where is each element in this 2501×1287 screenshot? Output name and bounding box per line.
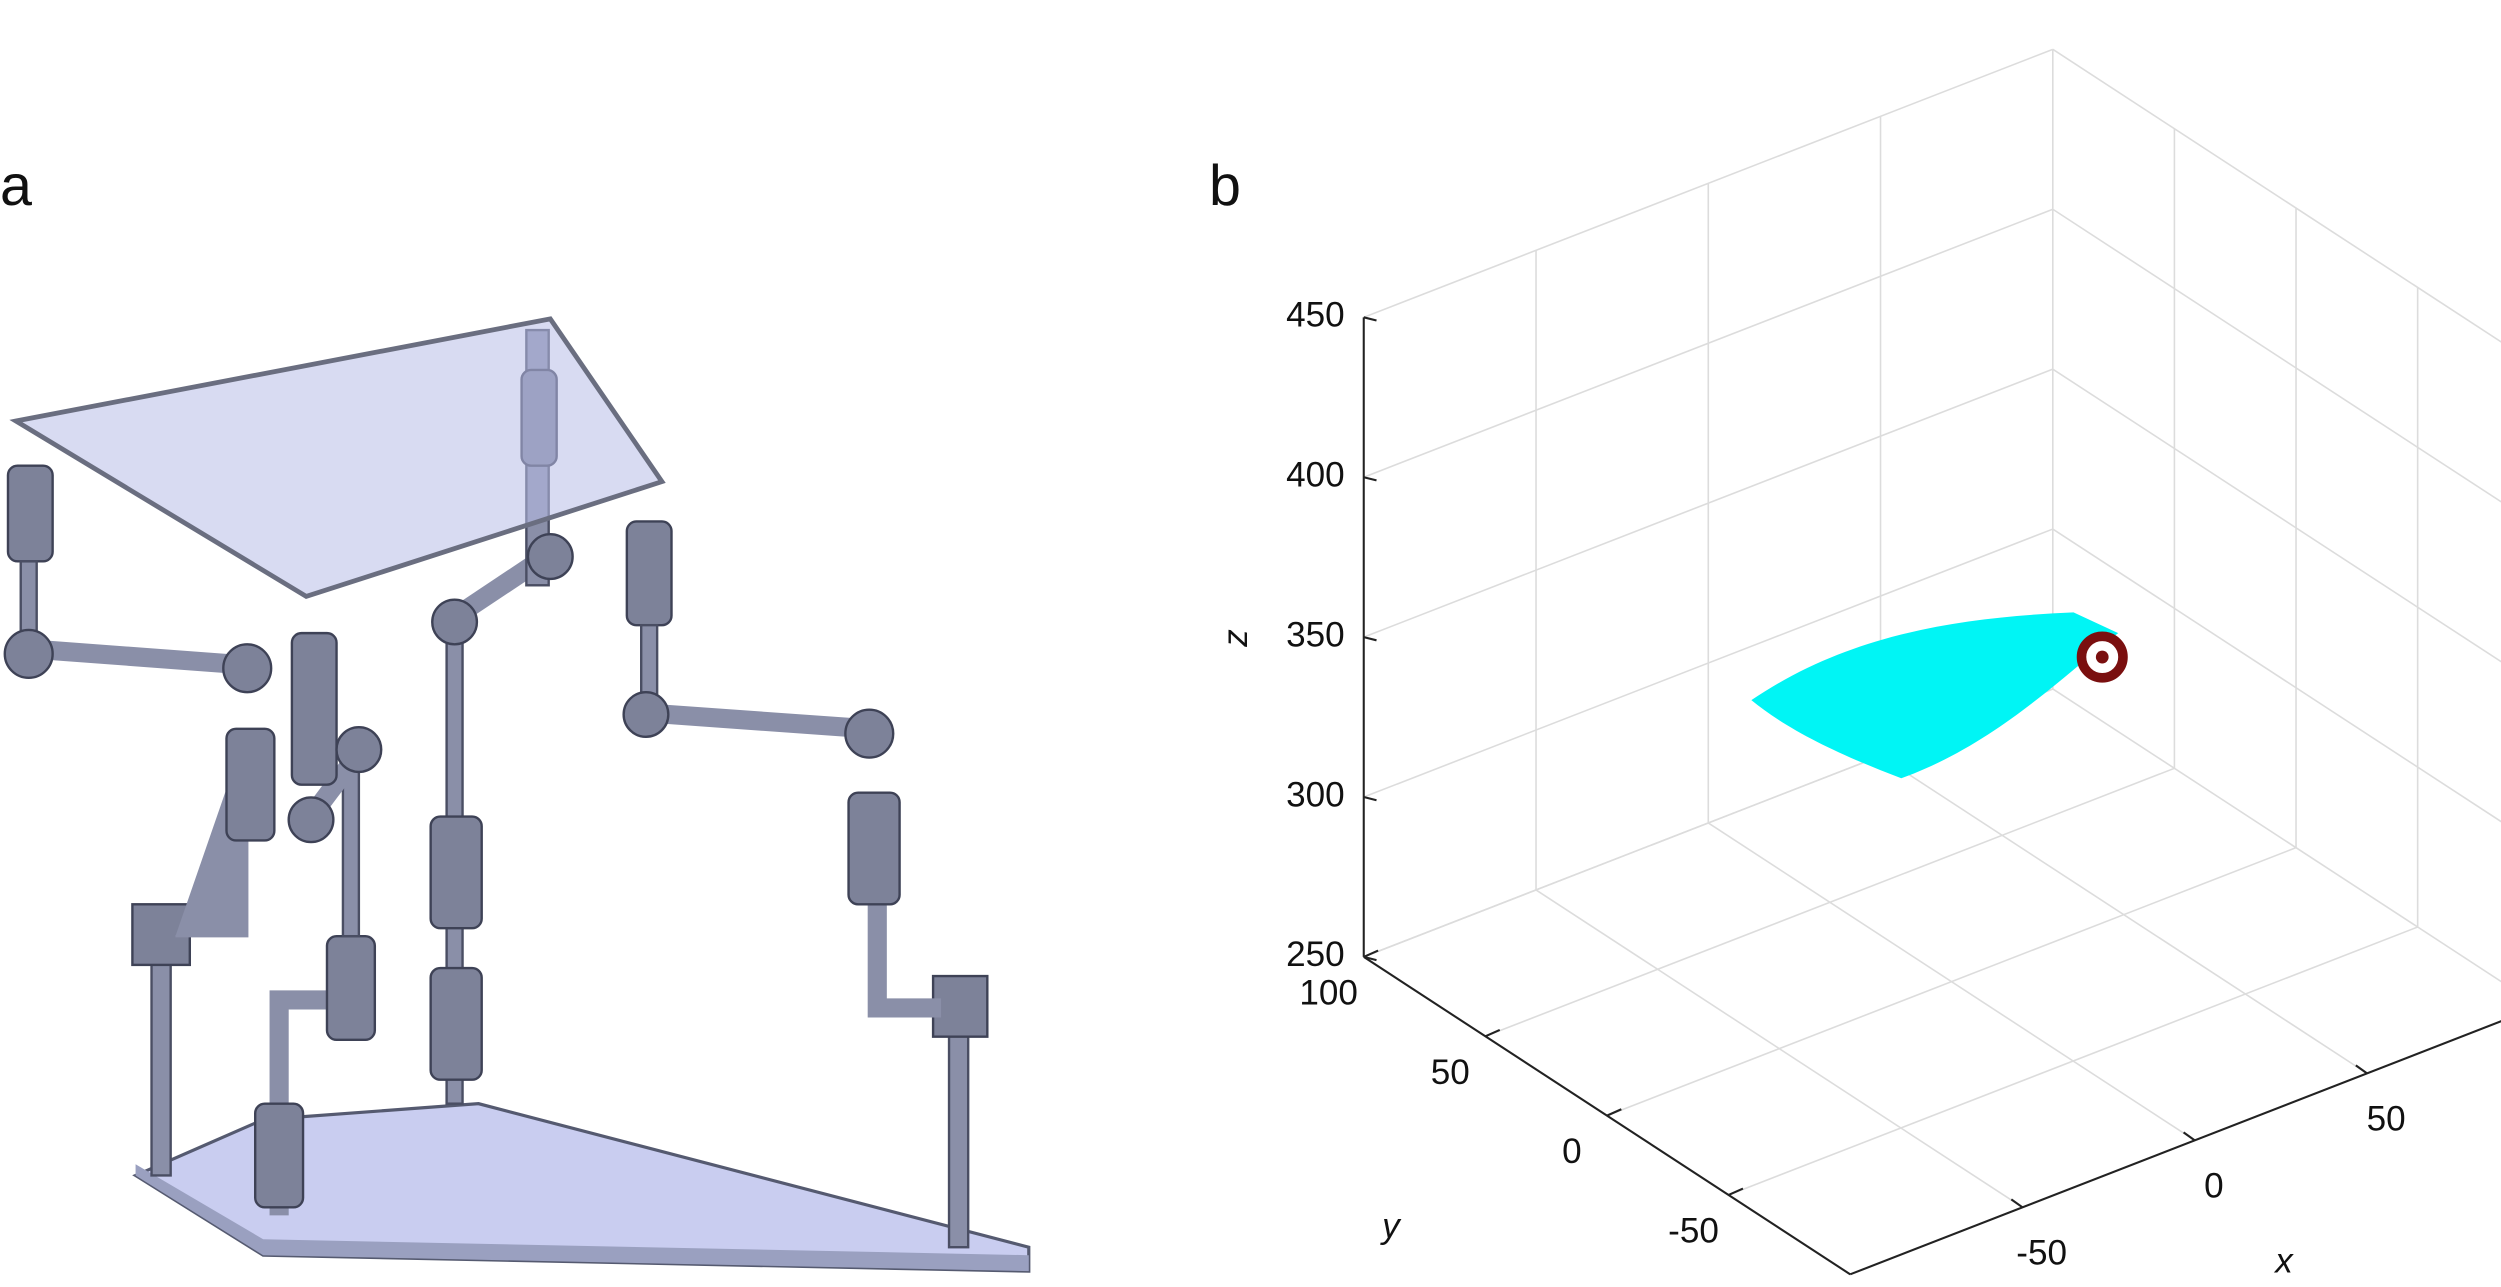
panel-label: b <box>1209 154 1241 218</box>
z-tick-label: 350 <box>1286 615 1345 654</box>
z-tick-label: 250 <box>1286 935 1345 974</box>
z-axis-label: z <box>1216 629 1255 648</box>
y-tick-label: -50 <box>1668 1212 1719 1251</box>
grid-line <box>2052 688 2501 983</box>
y-tick-label: 100 <box>1299 973 1358 1012</box>
grid-line <box>1363 368 2054 638</box>
grid-line <box>1363 48 2054 319</box>
z-tick-label: 400 <box>1286 455 1345 494</box>
panel-label: a <box>0 154 32 218</box>
grid-line <box>1606 846 2297 1117</box>
tick-mark <box>1363 316 1377 322</box>
x-axis <box>1849 1020 2501 1276</box>
tick-mark <box>1728 1187 1744 1196</box>
x-axis-label: x <box>2273 1241 2294 1280</box>
tick-mark <box>1363 955 1377 962</box>
grid-line <box>2052 528 2501 823</box>
tick-mark <box>2182 1131 2196 1142</box>
workspace-region <box>1751 612 2119 779</box>
y-tick-label: 0 <box>1562 1132 1582 1171</box>
tick-mark <box>1363 949 1379 958</box>
tick-mark <box>2355 1064 2368 1075</box>
grid-line <box>2052 48 2501 343</box>
tick-mark <box>1363 796 1377 802</box>
tick-mark <box>1363 636 1377 642</box>
grid-line <box>2052 368 2501 663</box>
mechanism-illustration <box>3 316 1031 1273</box>
grid-line <box>1363 208 2054 478</box>
grid-line <box>1485 767 2175 1038</box>
tick-mark <box>1363 476 1377 482</box>
z-tick-label: 300 <box>1286 775 1345 814</box>
tick-mark <box>2010 1198 2024 1209</box>
y-axis-label: y <box>1380 1206 1402 1245</box>
x-tick-label: 0 <box>2204 1166 2224 1205</box>
z-tick-label: 450 <box>1286 296 1345 335</box>
grid-line <box>2052 208 2501 503</box>
grid-line <box>1728 926 2418 1196</box>
x-tick-label: -50 <box>2016 1233 2067 1272</box>
y-tick-label: 50 <box>1431 1053 1470 1092</box>
tick-mark <box>1606 1108 1622 1117</box>
target-marker-center <box>2095 650 2109 664</box>
tick-mark <box>1484 1028 1501 1038</box>
plot-3d: 250 300 350 400 450 -50 0 50 100 -50 0 50 z y x <box>1216 48 2501 1280</box>
x-tick-label: 50 <box>2367 1099 2406 1138</box>
grid-line <box>1363 528 2054 798</box>
